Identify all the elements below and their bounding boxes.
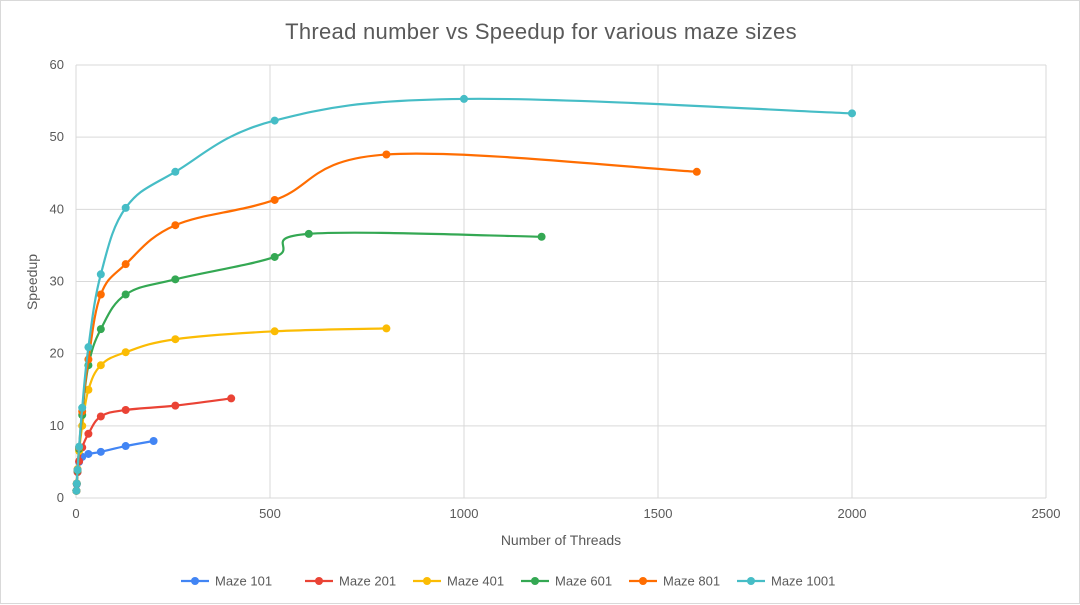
legend-item: Maze 401 <box>413 574 504 589</box>
series-line <box>75 152 698 492</box>
legend: Maze 101 Maze 201 Maze 401 Maze 601 Maze 801… <box>181 574 835 589</box>
legend-label: Maze 401 <box>447 574 504 589</box>
data-point <box>96 325 105 334</box>
data-point <box>96 270 105 279</box>
legend-item: Maze 101 <box>181 574 272 589</box>
data-point <box>121 260 130 269</box>
data-point <box>149 436 158 445</box>
data-point <box>270 195 279 204</box>
data-point <box>171 221 180 230</box>
data-point <box>84 429 93 438</box>
series-maze-1001 <box>72 94 856 495</box>
data-point <box>171 167 180 176</box>
legend-swatch-marker <box>191 577 199 585</box>
legend-item: Maze 1001 <box>737 574 835 589</box>
y-tick-label: 50 <box>50 129 64 144</box>
series-maze-601 <box>72 229 546 495</box>
x-tick-label: 0 <box>72 506 79 521</box>
x-tick-label: 1000 <box>450 506 479 521</box>
data-point <box>848 109 856 118</box>
x-tick-label: 1500 <box>644 506 673 521</box>
x-tick-label: 2000 <box>838 506 867 521</box>
data-point <box>73 465 82 474</box>
legend-swatch-marker <box>315 577 323 585</box>
data-point <box>270 327 279 336</box>
data-point <box>75 442 84 451</box>
legend-label: Maze 1001 <box>771 574 835 589</box>
data-point <box>96 361 105 370</box>
y-tick-label: 10 <box>50 418 64 433</box>
data-point <box>96 447 105 456</box>
data-point <box>382 150 391 159</box>
y-tick-label: 40 <box>50 201 64 216</box>
data-point <box>460 94 468 103</box>
legend-item: Maze 601 <box>521 574 612 589</box>
data-point <box>171 275 180 284</box>
data-point <box>72 486 81 495</box>
data-point <box>84 449 93 458</box>
series-maze-401 <box>72 324 391 495</box>
legend-swatch-marker <box>423 577 431 585</box>
legend-label: Maze 101 <box>215 574 272 589</box>
data-point <box>270 252 279 261</box>
data-point <box>171 335 180 344</box>
series-layer <box>72 94 856 495</box>
data-point <box>537 232 546 241</box>
x-axis-ticks: 0 500 1000 1500 2000 2500 <box>72 506 1060 521</box>
y-tick-label: 0 <box>57 490 64 505</box>
data-point <box>96 412 105 421</box>
data-point <box>270 116 279 125</box>
data-point <box>84 385 93 394</box>
data-point <box>692 167 701 176</box>
data-point <box>304 229 313 238</box>
data-point <box>96 290 105 299</box>
legend-label: Maze 601 <box>555 574 612 589</box>
y-axis-ticks: 0 10 20 30 40 50 60 <box>50 57 64 505</box>
data-point <box>121 203 130 212</box>
chart-title: Thread number vs Speedup for various maz… <box>285 19 797 44</box>
data-point <box>72 479 81 488</box>
legend-label: Maze 801 <box>663 574 720 589</box>
data-point <box>121 290 130 299</box>
data-point <box>171 401 180 410</box>
series-maze-801 <box>72 150 701 495</box>
y-tick-label: 60 <box>50 57 64 72</box>
gridlines <box>75 64 1047 499</box>
data-point <box>227 394 236 403</box>
legend-swatch-marker <box>531 577 539 585</box>
legend-item: Maze 201 <box>305 574 396 589</box>
x-tick-label: 500 <box>259 506 281 521</box>
series-line <box>75 439 155 492</box>
data-point <box>121 348 130 357</box>
legend-label: Maze 201 <box>339 574 396 589</box>
data-point <box>84 343 93 352</box>
x-tick-label: 2500 <box>1032 506 1061 521</box>
series-line <box>75 231 543 492</box>
data-point <box>121 442 130 451</box>
data-point <box>382 324 391 333</box>
x-axis-title: Number of Threads <box>501 532 621 548</box>
y-tick-label: 30 <box>50 274 64 289</box>
data-point <box>78 403 87 412</box>
legend-swatch-marker <box>639 577 647 585</box>
data-point <box>121 405 130 414</box>
legend-swatch-marker <box>747 577 755 585</box>
y-tick-label: 20 <box>50 346 64 361</box>
y-axis-title: Speedup <box>24 254 40 310</box>
legend-item: Maze 801 <box>629 574 720 589</box>
